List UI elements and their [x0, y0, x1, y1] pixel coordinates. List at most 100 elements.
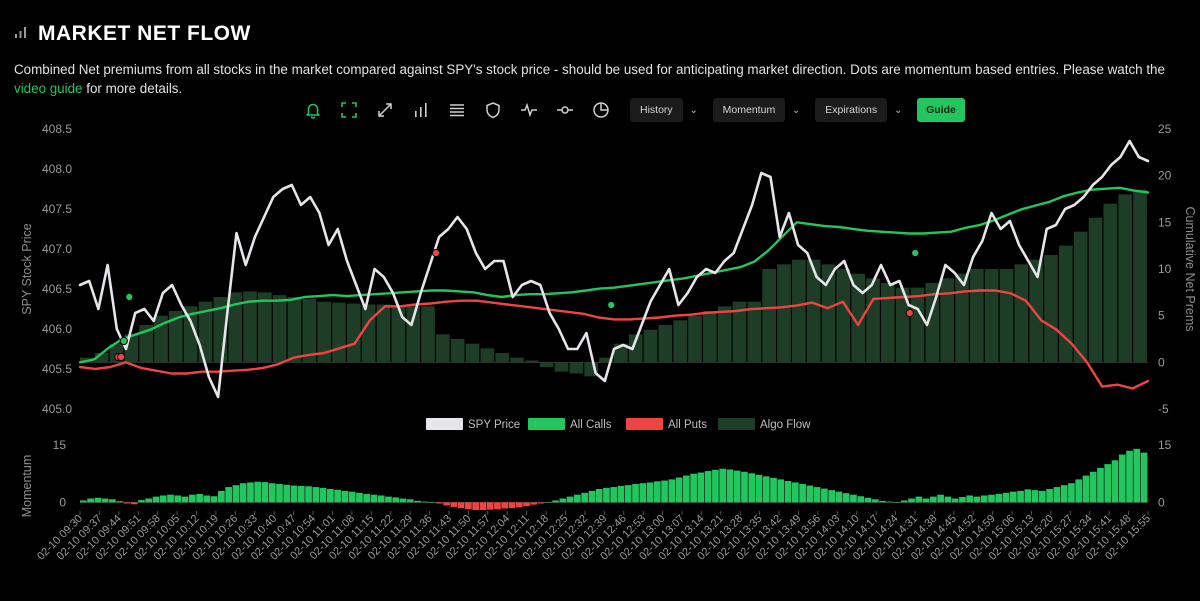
momentum-bar: [1082, 475, 1090, 503]
focus-frame-icon[interactable]: [336, 97, 362, 123]
pulse-icon[interactable]: [516, 97, 542, 123]
momentum-bar: [988, 494, 995, 503]
algo-flow-bar: [258, 292, 272, 363]
algo-flow-bar: [851, 273, 865, 363]
algo-flow-bar: [139, 325, 153, 363]
momentum-bar: [239, 483, 247, 503]
algo-flow-bar: [287, 297, 302, 363]
entry-dot-red: [431, 248, 441, 258]
algo-flow-bar: [1103, 203, 1118, 363]
momentum-bar: [537, 502, 545, 504]
y-right-tick-label: -5: [1158, 402, 1169, 416]
algo-flow-bar: [673, 320, 687, 363]
momentum-bar: [305, 486, 312, 503]
description-tail: for more details.: [82, 81, 183, 96]
momentum-bar: [973, 496, 981, 503]
momentum-bar: [123, 502, 131, 504]
momentum-bar: [1118, 454, 1126, 503]
momentum-bar: [784, 480, 792, 503]
momentum-bar: [203, 495, 211, 503]
algo-flow-bar: [599, 357, 613, 363]
momentum-tick-label: 0: [59, 495, 66, 509]
momentum-bar: [951, 498, 959, 503]
legend-swatch: [718, 418, 755, 430]
expand-icon[interactable]: [372, 97, 398, 123]
momentum-bar: [167, 494, 174, 503]
algo-flow-bar: [717, 306, 732, 363]
shield-icon[interactable]: [480, 97, 506, 123]
momentum-bar: [610, 487, 618, 503]
momentum-bar: [922, 498, 930, 503]
momentum-bar: [966, 495, 974, 503]
y-axis-title: SPY Stock Price: [20, 223, 34, 315]
all-puts-line: [78, 289, 1150, 390]
momentum-bar: [1017, 490, 1024, 503]
momentum-bar: [712, 469, 719, 503]
momentum-bar: [690, 473, 697, 503]
momentum-bar: [719, 468, 727, 503]
list-icon[interactable]: [444, 97, 470, 123]
momentum-bar: [683, 475, 690, 503]
history-dropdown[interactable]: History ⌄: [630, 98, 701, 122]
momentum-bar: [94, 497, 102, 503]
algo-flow-bar: [658, 325, 673, 363]
momentum-bar: [174, 495, 182, 503]
momentum-bar: [530, 502, 538, 505]
y-right-tick-label: 10: [1158, 262, 1172, 276]
algo-flow-bar: [317, 301, 331, 363]
bell-icon[interactable]: [300, 97, 326, 123]
momentum-bar: [624, 485, 632, 503]
momentum-bar: [290, 485, 298, 503]
momentum-bar: [196, 493, 203, 503]
pie-chart-icon[interactable]: [588, 97, 614, 123]
expirations-label: Expirations: [815, 98, 888, 122]
momentum-bar: [741, 471, 748, 503]
momentum-bar: [937, 494, 944, 503]
momentum-bar: [777, 479, 785, 503]
momentum-bar: [792, 482, 799, 503]
momentum-bar: [581, 492, 588, 503]
video-guide-link[interactable]: video guide: [14, 81, 83, 96]
momentum-bar: [101, 498, 109, 503]
algo-flow-bar: [1133, 189, 1147, 363]
y-tick-label: 407.5: [42, 202, 72, 216]
momentum-bar: [552, 500, 559, 503]
momentum-dropdown[interactable]: Momentum ⌄: [712, 98, 804, 122]
momentum-bar: [995, 493, 1003, 503]
expirations-dropdown[interactable]: Expirations ⌄: [815, 98, 905, 122]
momentum-bar: [879, 500, 886, 503]
page-description: Combined Net premiums from all stocks in…: [14, 60, 1189, 98]
momentum-bar: [1039, 490, 1046, 503]
momentum-bar: [755, 474, 763, 503]
momentum-bar: [617, 485, 625, 503]
commit-line-icon[interactable]: [552, 97, 578, 123]
momentum-bar: [908, 498, 915, 503]
algo-flow-bar: [510, 357, 524, 363]
y-tick-label: 407.0: [42, 242, 72, 256]
legend-swatch: [426, 418, 463, 430]
momentum-bar: [1068, 483, 1075, 503]
algo-flow-bar: [1044, 255, 1058, 363]
momentum-bar: [574, 494, 581, 503]
guide-button[interactable]: Guide: [917, 98, 965, 122]
momentum-bar: [210, 496, 218, 503]
momentum-bar: [886, 501, 894, 503]
bar-chart-icon[interactable]: [408, 97, 434, 123]
momentum-bar: [726, 469, 734, 503]
momentum-bar: [109, 499, 116, 503]
algo-flow-bar: [1088, 217, 1103, 363]
momentum-bar: [668, 479, 676, 503]
momentum-bar: [406, 499, 414, 503]
momentum-bar: [138, 500, 145, 503]
algo-flow-bar: [732, 301, 747, 363]
algo-flow-bar: [970, 269, 984, 363]
momentum-bar: [857, 496, 865, 503]
momentum-bar: [1060, 485, 1068, 503]
header: MARKET NET FLOW Combined Net premiums fr…: [14, 22, 1189, 98]
momentum-bar: [930, 496, 937, 503]
momentum-bar: [835, 491, 843, 503]
algo-flow-bar: [821, 264, 836, 363]
entry-dot-green: [119, 336, 128, 346]
momentum-bar: [871, 499, 879, 503]
